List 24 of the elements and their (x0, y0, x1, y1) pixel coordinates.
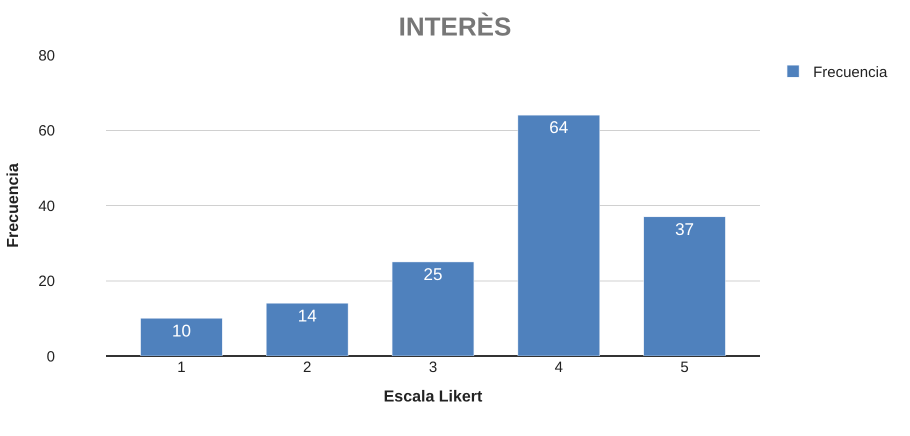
bar (518, 114, 600, 356)
y-axis-title: Frecuencia (5, 163, 22, 248)
bar (266, 303, 348, 356)
data-label: 14 (298, 306, 317, 326)
data-label: 64 (549, 118, 568, 138)
legend-label: Frecuencia (813, 64, 888, 82)
x-axis-title: Escala Likert (384, 388, 484, 406)
x-tick-label: 5 (680, 359, 689, 376)
x-tick-label: 4 (554, 359, 563, 376)
bar (643, 216, 726, 356)
data-label: 10 (172, 321, 191, 340)
x-tick-label: 2 (303, 359, 312, 376)
x-tick-label: 3 (428, 359, 438, 376)
data-label: 37 (675, 220, 694, 239)
y-tick-label: 20 (38, 273, 55, 290)
data-label: 25 (424, 264, 442, 284)
bar (140, 318, 223, 356)
bar (392, 262, 474, 356)
chart-title: INTERÈS (398, 12, 512, 42)
y-tick-label: 80 (38, 47, 55, 64)
y-tick-label: 60 (38, 122, 55, 140)
x-tick-label: 1 (177, 359, 186, 376)
y-tick-label: 40 (38, 198, 55, 215)
y-tick-label: 0 (46, 348, 55, 366)
